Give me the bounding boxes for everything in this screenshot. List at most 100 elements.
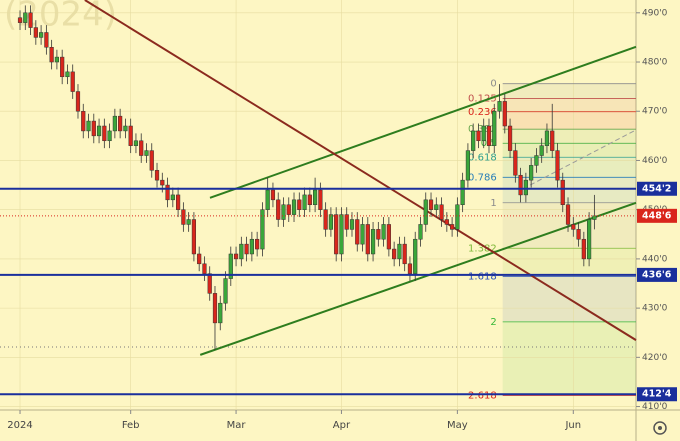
y-tick-label: 420'0 (642, 353, 668, 363)
candle-body (423, 199, 428, 225)
x-tick-label: Apr (333, 420, 351, 431)
y-tick-label: 410'0 (642, 402, 668, 412)
x-tick-label: Mar (227, 420, 247, 431)
candle-body (139, 140, 144, 156)
trendline (84, 0, 637, 341)
candle-body (118, 115, 123, 132)
candle-body (592, 215, 597, 220)
fib-label: 0 (490, 79, 496, 90)
candle-body (191, 219, 197, 255)
fib-band (502, 98, 636, 112)
candle-body (65, 71, 70, 78)
candle-body (560, 179, 565, 206)
candle-body (318, 189, 323, 210)
candle-body (407, 263, 413, 274)
candle-body (444, 219, 449, 225)
fib-band (502, 83, 636, 99)
candle-body (313, 189, 318, 206)
candle-body (471, 130, 476, 151)
candle-body (123, 125, 128, 132)
candle-body (507, 125, 513, 151)
fib-label: 2.618 (468, 391, 497, 402)
candle-body (49, 47, 54, 63)
candle-body (154, 170, 160, 181)
candle-body (186, 219, 191, 225)
candle-body (550, 130, 555, 151)
candle-body (307, 194, 312, 206)
candle-body (355, 219, 360, 245)
candle-body (239, 243, 244, 260)
candle-body (54, 56, 60, 63)
candle-body (418, 224, 423, 240)
y-tick-label: 480'0 (642, 58, 668, 68)
fib-label: 1.382 (468, 243, 497, 254)
candle-body (181, 209, 186, 225)
candle-body (160, 179, 165, 186)
candle-body (149, 150, 154, 171)
candle-body (276, 199, 281, 220)
candle-body (39, 32, 44, 38)
candle-body (133, 140, 139, 146)
candle-body (544, 130, 550, 146)
candle-body (455, 204, 460, 230)
y-tick-label: 430'0 (642, 304, 668, 314)
candle-body (270, 189, 276, 201)
candle-body (223, 278, 228, 304)
fib-label: 0.618 (468, 152, 497, 163)
fib-band (502, 111, 636, 130)
candle-body (344, 214, 349, 230)
fib-label: 0.786 (468, 172, 497, 183)
candle-body (265, 189, 270, 210)
candle-body (529, 165, 534, 181)
fib-band (502, 129, 636, 144)
candle-body (523, 179, 528, 196)
candle-body (96, 125, 102, 137)
candle-body (460, 179, 465, 206)
candle-body (197, 253, 202, 265)
candle-body (23, 12, 28, 23)
fib-band (502, 321, 636, 396)
candle-body (218, 302, 223, 324)
candle-body (91, 120, 96, 137)
candle-body (286, 204, 291, 215)
candle-body (81, 110, 86, 132)
fib-band (502, 143, 636, 158)
candle-body (450, 224, 455, 230)
candle-body (492, 110, 497, 146)
candle-body (497, 101, 502, 112)
x-tick-label: 2024 (7, 420, 32, 431)
candle-body (513, 150, 518, 176)
candle-body (576, 229, 581, 240)
candle-body (502, 101, 507, 127)
candle-body (176, 194, 181, 210)
trendline (209, 45, 637, 199)
candle-body (334, 214, 339, 255)
fib-band (502, 248, 636, 277)
candle-body (228, 253, 233, 279)
candle-body (360, 224, 365, 245)
candle-body (476, 130, 481, 142)
price-label-box (637, 267, 677, 282)
candle-body (571, 224, 576, 230)
price-label: 448'6 (642, 210, 672, 221)
candle-body (376, 229, 381, 240)
candle-body (207, 273, 212, 294)
candle-body (349, 219, 355, 230)
price-label-box (637, 181, 677, 196)
candle-body (481, 125, 486, 142)
price-label-box (637, 208, 677, 223)
candle-body (518, 174, 523, 196)
fib-label: 0.125 (468, 94, 497, 105)
price-label: 454'2 (642, 183, 671, 194)
settings-icon[interactable] (653, 421, 667, 435)
candle-body (144, 150, 149, 156)
candle-body (370, 229, 376, 255)
y-tick-label: 440'0 (642, 254, 668, 264)
candle-body (28, 12, 33, 28)
fib-label: 2 (490, 317, 496, 328)
candle-body (44, 32, 49, 48)
fib-label: 1 (490, 198, 496, 209)
candle-body (128, 125, 133, 146)
candle-body (381, 224, 386, 240)
trendline (529, 129, 637, 186)
